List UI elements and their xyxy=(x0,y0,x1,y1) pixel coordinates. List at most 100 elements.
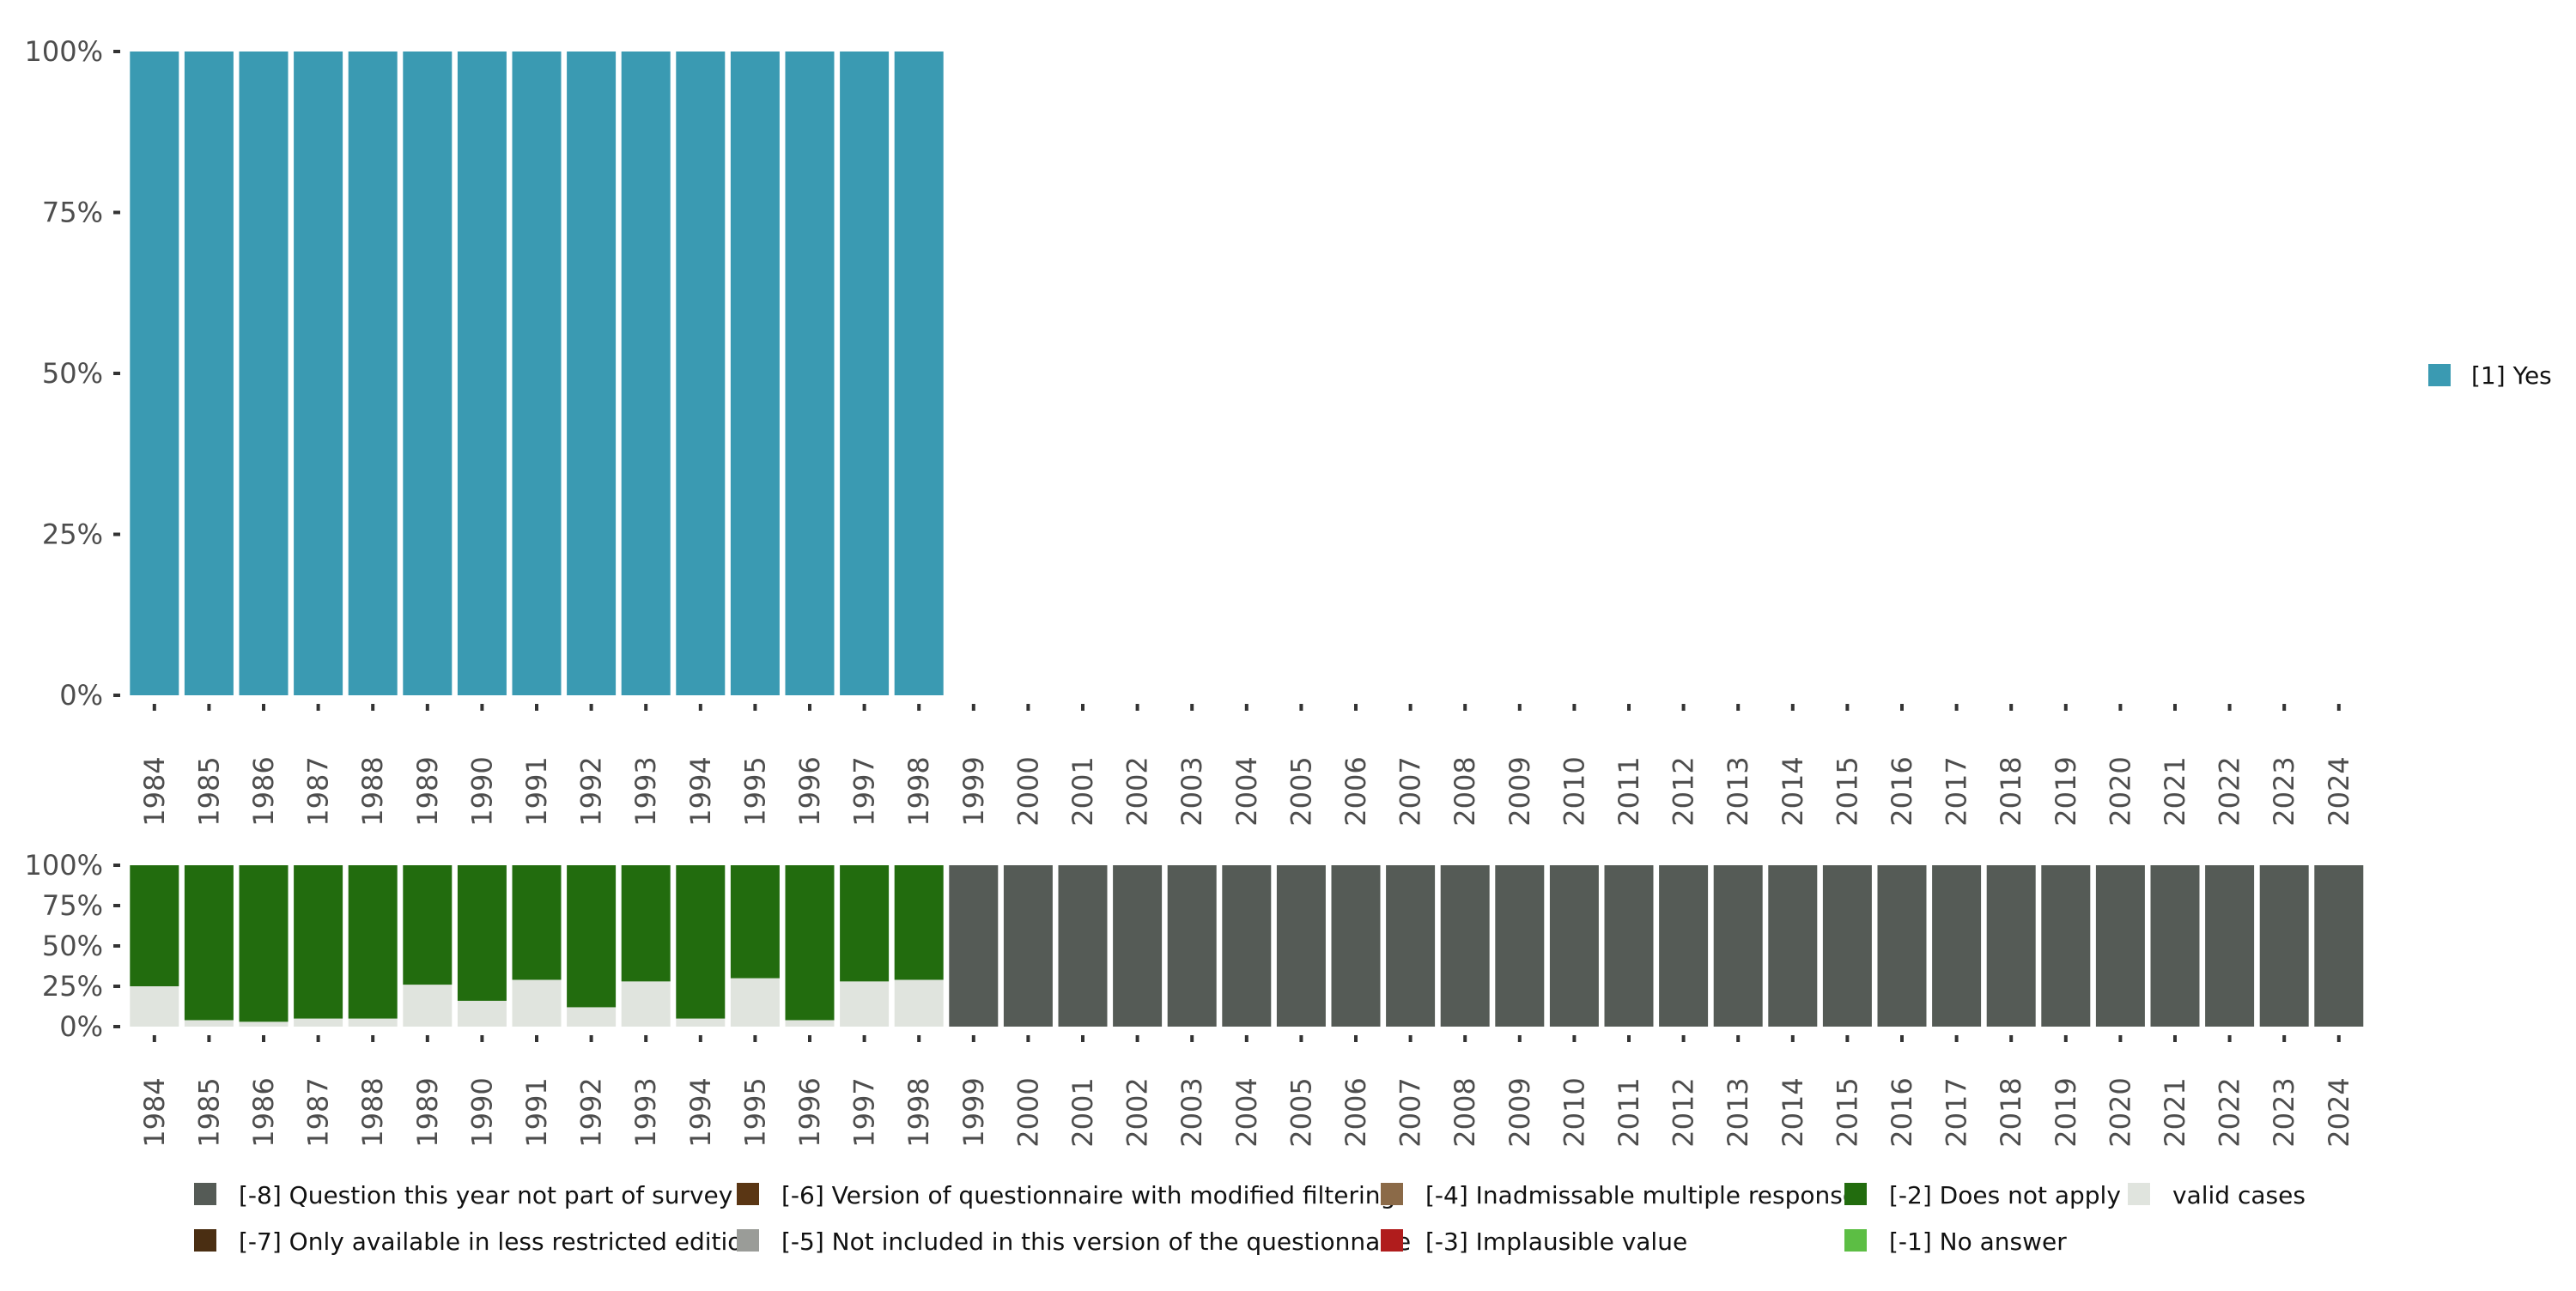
bar-valid-cases-1991 xyxy=(512,979,562,1027)
bar-2-does-not-apply-1995 xyxy=(730,865,780,979)
bar-8-question-this-year-not-part-of-survey-2002 xyxy=(1113,865,1163,1027)
bar-valid-cases-1994 xyxy=(676,1018,726,1027)
x-tick-label: 2011 xyxy=(1613,756,1645,826)
x-tick-label: 2022 xyxy=(2214,756,2246,826)
bar-2-does-not-apply-1994 xyxy=(676,865,726,1019)
bar-2-does-not-apply-1993 xyxy=(621,865,671,982)
legend-swatch xyxy=(2428,364,2451,386)
legend-swatch-4-inadmissable-multiple-response xyxy=(1381,1183,1403,1205)
x-tick-label: 2021 xyxy=(2159,1077,2191,1147)
legend-swatch-2-does-not-apply xyxy=(1844,1183,1867,1205)
x-tick-label: 1986 xyxy=(247,1077,280,1147)
x-tick-label: 2009 xyxy=(1504,756,1536,826)
x-tick-label: 2005 xyxy=(1285,756,1317,826)
x-tick-label: 2008 xyxy=(1449,1077,1481,1147)
bar-1-yes-1994 xyxy=(676,52,726,695)
x-tick-label: 1990 xyxy=(465,756,498,826)
x-tick-label: 2000 xyxy=(1012,1077,1044,1147)
bar-8-question-this-year-not-part-of-survey-2004 xyxy=(1222,865,1272,1027)
bar-valid-cases-1998 xyxy=(894,979,944,1027)
x-tick-label: 1985 xyxy=(192,756,225,826)
x-tick-label: 1985 xyxy=(192,1077,225,1147)
bar-8-question-this-year-not-part-of-survey-2020 xyxy=(2095,865,2145,1027)
bar-1-yes-1992 xyxy=(567,52,617,695)
x-tick-label: 2016 xyxy=(1886,1077,1918,1147)
legend-label-1-no-answer: [-1] No answer xyxy=(1889,1227,2067,1256)
x-tick-label: 1997 xyxy=(848,756,881,826)
bar-valid-cases-1986 xyxy=(239,1021,289,1027)
x-tick-label: 2019 xyxy=(2050,756,2082,826)
bar-8-question-this-year-not-part-of-survey-2006 xyxy=(1331,865,1381,1027)
bar-valid-cases-1995 xyxy=(730,978,780,1027)
bar-8-question-this-year-not-part-of-survey-2018 xyxy=(1986,865,2036,1027)
x-tick-label: 2019 xyxy=(2050,1077,2082,1147)
x-tick-label: 2013 xyxy=(1722,756,1754,826)
x-tick-label: 2017 xyxy=(1941,1077,1973,1147)
x-tick-label: 1996 xyxy=(793,756,826,826)
legend-label-valid-cases: valid cases xyxy=(2172,1181,2306,1209)
x-tick-label: 1992 xyxy=(575,756,608,826)
y-tick-label: 75% xyxy=(42,889,103,922)
x-tick-label: 2011 xyxy=(1613,1077,1645,1147)
bar-1-yes-1985 xyxy=(184,52,234,695)
bar-valid-cases-1996 xyxy=(785,1020,835,1027)
y-tick-label: 100% xyxy=(25,35,103,68)
legend-swatch-1-no-answer xyxy=(1844,1229,1867,1252)
x-tick-label: 1996 xyxy=(793,1077,826,1147)
bar-1-yes-1987 xyxy=(294,52,343,695)
bar-2-does-not-apply-1997 xyxy=(840,865,890,982)
x-tick-label: 1988 xyxy=(356,756,389,826)
y-tick-label: 75% xyxy=(42,197,103,229)
bar-1-yes-1984 xyxy=(130,52,179,695)
y-tick-label: 25% xyxy=(42,970,103,1003)
bar-8-question-this-year-not-part-of-survey-1999 xyxy=(949,865,999,1027)
x-tick-label: 1994 xyxy=(684,1077,717,1147)
x-tick-label: 2018 xyxy=(1995,756,2027,826)
x-tick-label: 2010 xyxy=(1558,1077,1590,1147)
x-tick-label: 1993 xyxy=(629,1077,662,1147)
x-tick-label: 1990 xyxy=(465,1077,498,1147)
x-tick-label: 1993 xyxy=(629,756,662,826)
bar-2-does-not-apply-1998 xyxy=(894,865,944,980)
x-tick-label: 2006 xyxy=(1340,1077,1372,1147)
x-tick-label: 2003 xyxy=(1176,756,1208,826)
legend-label-4-inadmissable-multiple-response: [-4] Inadmissable multiple response xyxy=(1425,1181,1857,1209)
x-tick-label: 2015 xyxy=(1831,1077,1863,1147)
y-tick-label: 50% xyxy=(42,930,103,962)
legend-label-6-version-of-questionnaire-with-modified-filtering: [-6] Version of questionnaire with modif… xyxy=(781,1181,1395,1209)
bar-2-does-not-apply-1984 xyxy=(130,865,179,986)
x-tick-label: 2014 xyxy=(1777,1077,1809,1147)
x-tick-label: 2003 xyxy=(1176,1077,1208,1147)
x-tick-label: 2015 xyxy=(1831,756,1863,826)
y-tick-label: 0% xyxy=(59,1010,103,1043)
bar-2-does-not-apply-1986 xyxy=(239,865,289,1022)
x-tick-label: 2020 xyxy=(2104,1077,2136,1147)
bar-1-yes-1986 xyxy=(239,52,289,695)
y-tick-label: 0% xyxy=(59,679,103,712)
bar-1-yes-1989 xyxy=(403,52,453,695)
x-tick-label: 2012 xyxy=(1668,756,1700,826)
bar-2-does-not-apply-1992 xyxy=(567,865,617,1008)
x-tick-label: 2000 xyxy=(1012,756,1044,826)
x-tick-label: 2005 xyxy=(1285,1077,1317,1147)
x-tick-label: 1987 xyxy=(302,756,335,826)
bar-1-yes-1993 xyxy=(621,52,671,695)
bar-1-yes-1996 xyxy=(785,52,835,695)
legend-label-5-not-included-in-this-version-of-the-questionnaire: [-5] Not included in this version of the… xyxy=(781,1227,1411,1256)
bar-8-question-this-year-not-part-of-survey-2014 xyxy=(1768,865,1818,1027)
x-tick-label: 1994 xyxy=(684,756,717,826)
x-tick-label: 2023 xyxy=(2268,1077,2300,1147)
x-tick-label: 2002 xyxy=(1121,756,1154,826)
bar-8-question-this-year-not-part-of-survey-2021 xyxy=(2150,865,2200,1027)
bar-8-question-this-year-not-part-of-survey-2010 xyxy=(1549,865,1599,1027)
bar-2-does-not-apply-1991 xyxy=(512,865,562,980)
bar-8-question-this-year-not-part-of-survey-2022 xyxy=(2205,865,2255,1027)
x-tick-label: 1991 xyxy=(520,756,553,826)
legend-label: [1] Yes xyxy=(2471,361,2552,390)
bar-1-yes-1997 xyxy=(840,52,890,695)
legend-swatch-7-only-available-in-less-restricted-edition xyxy=(194,1229,216,1252)
bar-8-question-this-year-not-part-of-survey-2024 xyxy=(2314,865,2364,1027)
bar-valid-cases-1989 xyxy=(403,985,453,1027)
